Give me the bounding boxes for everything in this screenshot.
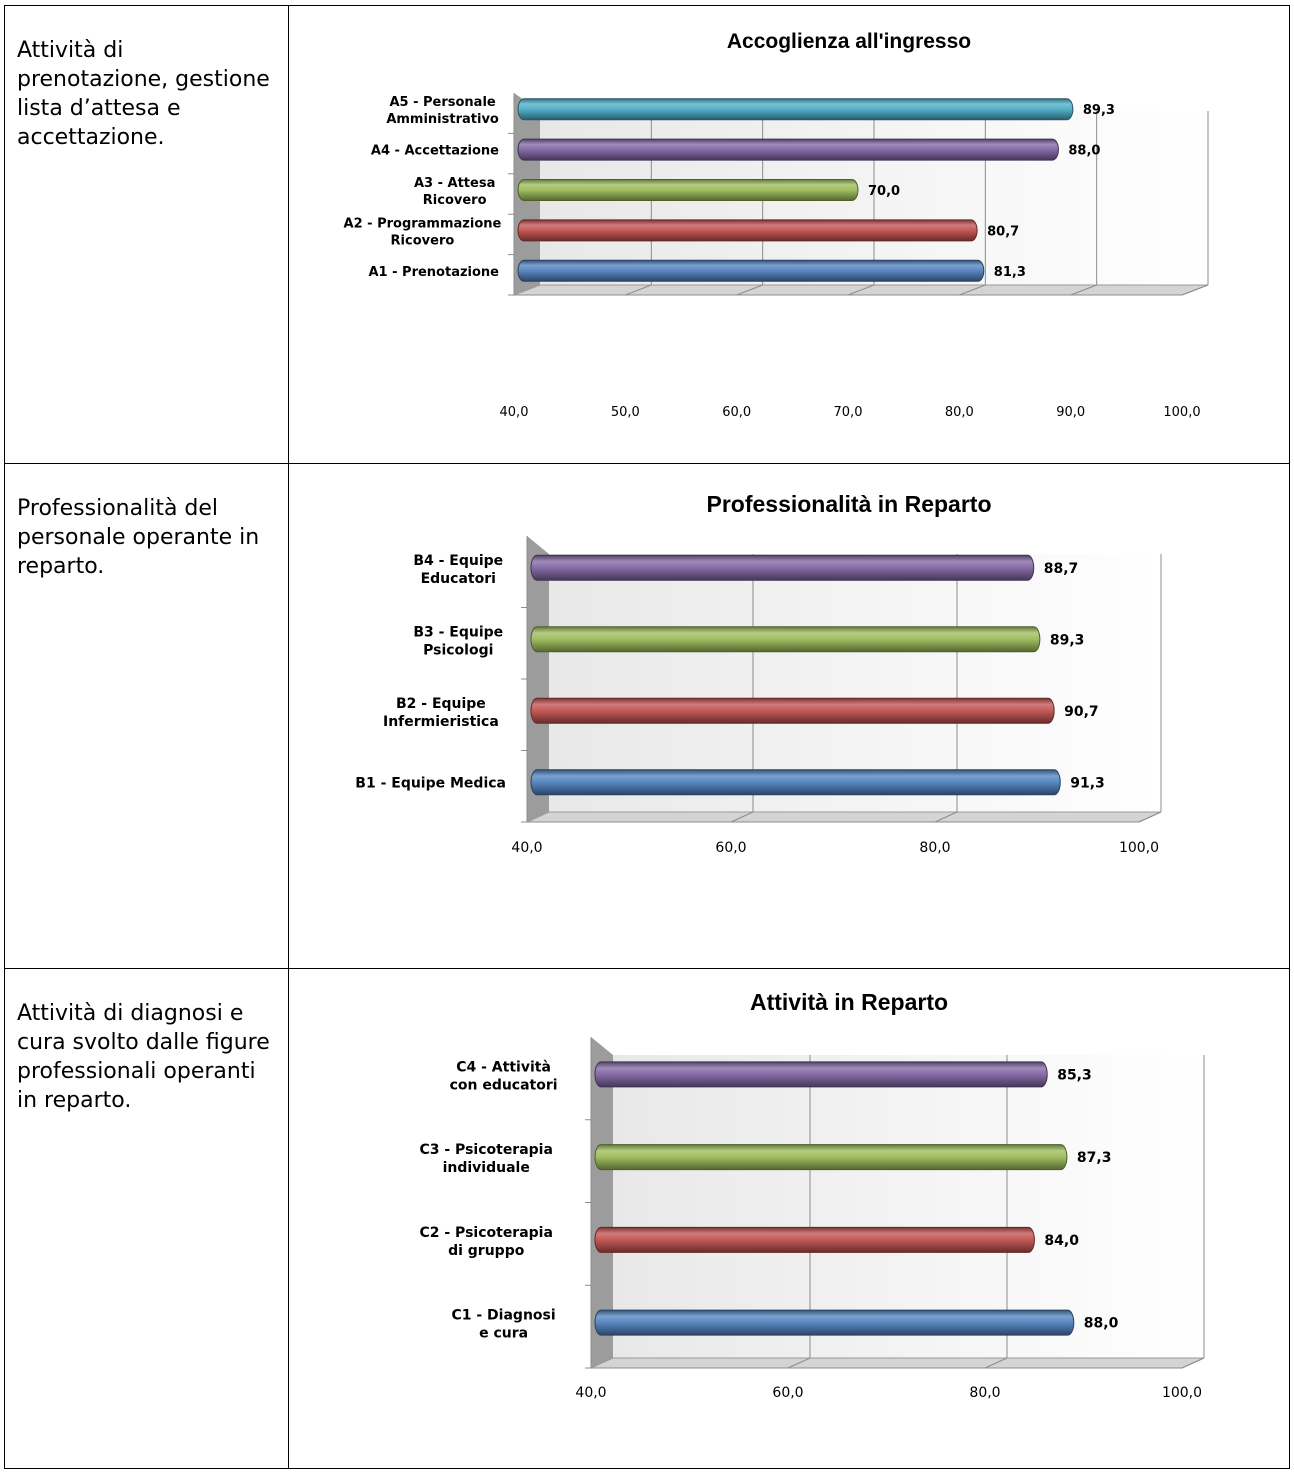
- data-label: 89,3: [1050, 632, 1085, 648]
- chart-accoglienza: Accoglienza all'ingresso 40,0 50,0 60,0 70,0…: [344, 30, 1209, 420]
- category-label: A4 - Accettazione: [371, 144, 499, 159]
- bar: [594, 1226, 1035, 1253]
- chart-title: Professionalità in Reparto: [706, 491, 991, 517]
- chart-title: Attività in Reparto: [750, 989, 948, 1015]
- x-tick-label: 40,0: [575, 1385, 606, 1401]
- category-label: A2 - Programmazione Ricovero: [344, 216, 502, 248]
- x-tick-label: 60,0: [722, 405, 751, 420]
- plot-back-wall: [549, 554, 1161, 812]
- row-description: Attività di prenotazione, gestione lista…: [17, 38, 270, 150]
- data-label: 88,0: [1084, 1316, 1119, 1332]
- bar: [530, 697, 1055, 724]
- bar: [517, 219, 978, 242]
- category-label: B2 - Equipe Infermieristica: [383, 696, 499, 730]
- x-tick-label: 40,0: [500, 405, 529, 420]
- x-tick-label: 50,0: [611, 405, 640, 420]
- chart-cell: Professionalità in Reparto 40,0 60,0 80,0 10…: [288, 463, 1290, 969]
- chart-attivita: Attività in Reparto 40,0 60,0 80,0 100,0 88,0…: [419, 989, 1205, 1401]
- x-tick-label: 100,0: [1162, 1385, 1202, 1401]
- layout-table: Attività di prenotazione, gestione lista…: [4, 5, 1290, 1469]
- category-label: B4 - Equipe Educatori: [413, 553, 503, 587]
- gridline-floor: [984, 1357, 1008, 1369]
- data-label: 91,3: [1070, 775, 1105, 791]
- bar: [530, 554, 1035, 581]
- bar: [517, 138, 1059, 161]
- bar: [594, 1061, 1048, 1088]
- x-tick-label: 80,0: [945, 405, 974, 420]
- data-label: 80,7: [987, 224, 1019, 239]
- chart-professionalita: Professionalità in Reparto 40,0 60,0 80,0 10…: [355, 491, 1162, 856]
- data-label: 88,0: [1068, 144, 1100, 159]
- bar: [530, 769, 1061, 796]
- data-label: 85,3: [1057, 1067, 1092, 1083]
- gridline-floor: [625, 284, 652, 296]
- x-tick-label: 90,0: [1056, 405, 1085, 420]
- gridline-floor: [1138, 811, 1162, 823]
- description-cell: Professionalità del personale operante i…: [4, 463, 289, 969]
- data-label: 81,3: [994, 265, 1026, 280]
- data-label: 87,3: [1077, 1150, 1112, 1166]
- plot-back-wall: [613, 1055, 1204, 1358]
- description-cell: Attività di prenotazione, gestione lista…: [4, 5, 289, 464]
- category-label: B3 - Equipe Psicologi: [413, 624, 503, 658]
- data-label: 88,7: [1044, 561, 1079, 577]
- table-row: Attività di prenotazione, gestione lista…: [4, 5, 1290, 464]
- category-label: C1 - Diagnosi e cura: [451, 1308, 555, 1342]
- x-tick-label: 70,0: [834, 405, 863, 420]
- description-cell: Attività di diagnosi e cura svolto dalle…: [4, 968, 289, 1469]
- gridline-floor: [1181, 1357, 1205, 1369]
- chart-cell: Accoglienza all'ingresso 40,0 50,0 60,0 70,0…: [288, 5, 1290, 464]
- bar: [594, 1144, 1068, 1171]
- gridline-floor: [787, 1357, 811, 1369]
- data-label: 89,3: [1083, 103, 1115, 118]
- x-tick-label: 60,0: [772, 1385, 803, 1401]
- row-description: Professionalità del personale operante i…: [17, 496, 260, 579]
- gridline-floor: [1181, 284, 1209, 296]
- data-label: 70,0: [868, 184, 900, 199]
- table-row: Professionalità del personale operante i…: [4, 463, 1290, 969]
- category-label: B1 - Equipe Medica: [355, 775, 506, 791]
- category-label: C2 - Psicoterapia di gruppo: [419, 1225, 552, 1259]
- x-tick-label: 100,0: [1163, 405, 1200, 420]
- plot-side-wall: [527, 536, 549, 822]
- category-label: A3 - Attesa Ricovero: [414, 176, 495, 208]
- bar: [517, 98, 1074, 121]
- x-tick-label: 100,0: [1119, 840, 1159, 856]
- gridline-floor: [959, 284, 986, 296]
- category-label: A1 - Prenotazione: [368, 265, 499, 280]
- x-tick-label: 80,0: [969, 1385, 1000, 1401]
- gridline-floor: [847, 284, 875, 296]
- chart-title: Accoglienza all'ingresso: [727, 30, 971, 53]
- plot-floor: [526, 811, 1162, 823]
- category-label: C3 - Psicoterapia individuale: [419, 1142, 552, 1176]
- category-label: A5 - Personale Amministrativo: [386, 95, 499, 127]
- bar: [517, 179, 859, 201]
- data-label: 90,7: [1064, 704, 1099, 720]
- gridline-floor: [730, 811, 754, 823]
- data-label: 84,0: [1044, 1233, 1079, 1249]
- row-description: Attività di diagnosi e cura svolto dalle…: [17, 1001, 270, 1113]
- plot-floor: [590, 1357, 1205, 1369]
- bar: [530, 626, 1041, 653]
- gridline-floor: [736, 284, 763, 296]
- gridline-floor: [1070, 284, 1097, 296]
- bar: [517, 259, 985, 282]
- x-tick-label: 80,0: [919, 840, 950, 856]
- table-row: Attività di diagnosi e cura svolto dalle…: [4, 968, 1290, 1469]
- x-tick-label: 60,0: [715, 840, 746, 856]
- x-tick-label: 40,0: [511, 840, 542, 856]
- category-label: C4 - Attività con educatori: [450, 1059, 558, 1093]
- gridline-floor: [934, 811, 958, 823]
- plot-side-wall: [591, 1037, 613, 1368]
- bar: [594, 1309, 1075, 1336]
- chart-cell: Attività in Reparto 40,0 60,0 80,0 100,0 88,0…: [288, 968, 1290, 1469]
